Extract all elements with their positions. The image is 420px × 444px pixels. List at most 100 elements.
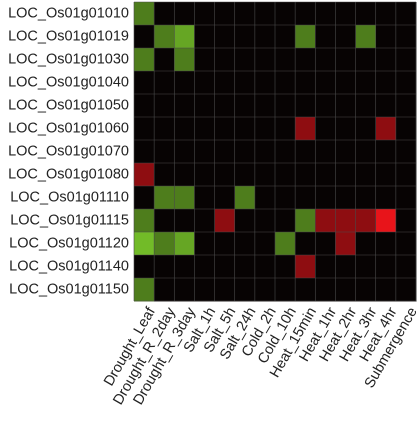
heatmap-cell-r0-c5	[234, 2, 256, 26]
heatmap-cells	[134, 2, 417, 302]
heatmap-cell-r3-c4	[214, 71, 236, 95]
heatmap-cell-r5-c8	[295, 117, 316, 141]
heatmap-cell-r12-c12	[375, 278, 397, 302]
heatmap-cell-r4-c11	[355, 94, 377, 118]
heatmap-cell-r12-c2	[174, 278, 195, 302]
row-label: LOC_Os01g01030	[8, 52, 129, 68]
heatmap-cell-r5-c0	[134, 117, 155, 141]
row-label: LOC_Os01g01040	[8, 75, 129, 91]
row-label: LOC_Os01g01019	[8, 29, 129, 45]
heatmap-cell-r2-c2	[174, 48, 195, 72]
heatmap-cell-r0-c8	[295, 2, 316, 26]
row-label: LOC_Os01g01150	[9, 282, 129, 298]
heatmap-cell-r0-c9	[315, 2, 336, 26]
heatmap-cell-r11-c4	[214, 255, 236, 279]
heatmap-cell-r4-c10	[335, 94, 357, 118]
heatmap-cell-r7-c1	[154, 163, 175, 187]
heatmap-cell-r10-c3	[194, 232, 216, 256]
heatmap-cell-r6-c7	[275, 140, 296, 164]
heatmap-cell-r6-c11	[355, 140, 377, 164]
heatmap-cell-r5-c11	[355, 117, 377, 141]
heatmap-cell-r1-c1	[154, 25, 175, 49]
heatmap-cell-r6-c6	[254, 140, 276, 164]
heatmap-cell-r2-c13	[395, 48, 417, 72]
heatmap-cell-r1-c13	[395, 25, 417, 49]
heatmap-cell-r10-c12	[375, 232, 397, 256]
heatmap-cell-r11-c3	[194, 255, 216, 279]
heatmap-cell-r3-c3	[194, 71, 216, 95]
heatmap-cell-r4-c7	[275, 94, 296, 118]
heatmap-cell-r6-c4	[214, 140, 236, 164]
heatmap-cell-r0-c2	[174, 2, 195, 26]
heatmap-cell-r5-c9	[315, 117, 336, 141]
heatmap-cell-r4-c2	[174, 94, 195, 118]
heatmap-cell-r11-c2	[174, 255, 195, 279]
heatmap-cell-r7-c6	[254, 163, 276, 187]
heatmap-cell-r12-c13	[395, 278, 417, 302]
heatmap-cell-r1-c10	[335, 25, 357, 49]
heatmap-cell-r8-c3	[194, 186, 216, 210]
heatmap-cell-r4-c12	[375, 94, 397, 118]
heatmap-cell-r2-c9	[315, 48, 336, 72]
heatmap-cell-r11-c7	[275, 255, 296, 279]
heatmap-cell-r3-c13	[395, 71, 417, 95]
heatmap-cell-r0-c3	[194, 2, 216, 26]
heatmap-cell-r9-c7	[275, 209, 296, 233]
heatmap-cell-r1-c3	[194, 25, 216, 49]
heatmap-cell-r11-c8	[295, 255, 316, 279]
heatmap-cell-r8-c1	[154, 186, 175, 210]
heatmap-cell-r11-c6	[254, 255, 276, 279]
heatmap-cell-r2-c8	[295, 48, 316, 72]
heatmap-cell-r8-c7	[275, 186, 296, 210]
heatmap-cell-r1-c11	[355, 25, 377, 49]
heatmap-cell-r10-c6	[254, 232, 276, 256]
heatmap-cell-r5-c6	[254, 117, 276, 141]
heatmap-cell-r10-c0	[134, 232, 155, 256]
heatmap-cell-r2-c5	[234, 48, 256, 72]
heatmap-cell-r3-c7	[275, 71, 296, 95]
heatmap-cell-r10-c1	[154, 232, 175, 256]
row-label: LOC_Os01g01120	[9, 236, 129, 252]
heatmap-cell-r4-c9	[315, 94, 336, 118]
heatmap-cell-r9-c1	[154, 209, 175, 233]
heatmap-cell-r3-c11	[355, 71, 377, 95]
heatmap-cell-r5-c13	[395, 117, 417, 141]
heatmap-cell-r3-c8	[295, 71, 316, 95]
heatmap-cell-r0-c4	[214, 2, 236, 26]
row-label: LOC_Os01g01010	[8, 6, 129, 22]
heatmap-cell-r7-c2	[174, 163, 195, 187]
heatmap-cell-r2-c7	[275, 48, 296, 72]
heatmap-cell-r6-c3	[194, 140, 216, 164]
heatmap-cell-r3-c9	[315, 71, 336, 95]
heatmap-cell-r10-c11	[355, 232, 377, 256]
heatmap-cell-r10-c10	[335, 232, 357, 256]
heatmap-cell-r11-c9	[315, 255, 336, 279]
heatmap-cell-r7-c13	[395, 163, 417, 187]
heatmap-gridlines	[133, 1, 417, 302]
heatmap-cell-r12-c11	[355, 278, 377, 302]
heatmap-cell-r12-c3	[194, 278, 216, 302]
heatmap-cell-r1-c5	[234, 25, 256, 49]
heatmap-cell-r12-c9	[315, 278, 336, 302]
heatmap-cell-r3-c2	[174, 71, 195, 95]
heatmap-cell-r0-c1	[154, 2, 175, 26]
row-label: LOC_Os01g01070	[8, 144, 129, 160]
heatmap-cell-r5-c2	[174, 117, 195, 141]
heatmap-cell-r4-c8	[295, 94, 316, 118]
row-label: LOC_Os01g01140	[9, 259, 129, 275]
heatmap-cell-r5-c3	[194, 117, 216, 141]
heatmap-cell-r7-c10	[335, 163, 357, 187]
heatmap-cell-r10-c2	[174, 232, 195, 256]
heatmap-cell-r6-c9	[315, 140, 336, 164]
heatmap-cell-r8-c0	[134, 186, 155, 210]
heatmap-cell-r1-c9	[315, 25, 336, 49]
heatmap-cell-r6-c8	[295, 140, 316, 164]
heatmap-cell-r6-c12	[375, 140, 397, 164]
heatmap-cell-r10-c13	[395, 232, 417, 256]
heatmap-cell-r5-c10	[335, 117, 357, 141]
heatmap-cell-r4-c6	[254, 94, 276, 118]
heatmap-cell-r8-c10	[335, 186, 357, 210]
heatmap-cell-r2-c10	[335, 48, 357, 72]
heatmap-cell-r8-c9	[315, 186, 336, 210]
heatmap-cell-r1-c4	[214, 25, 236, 49]
